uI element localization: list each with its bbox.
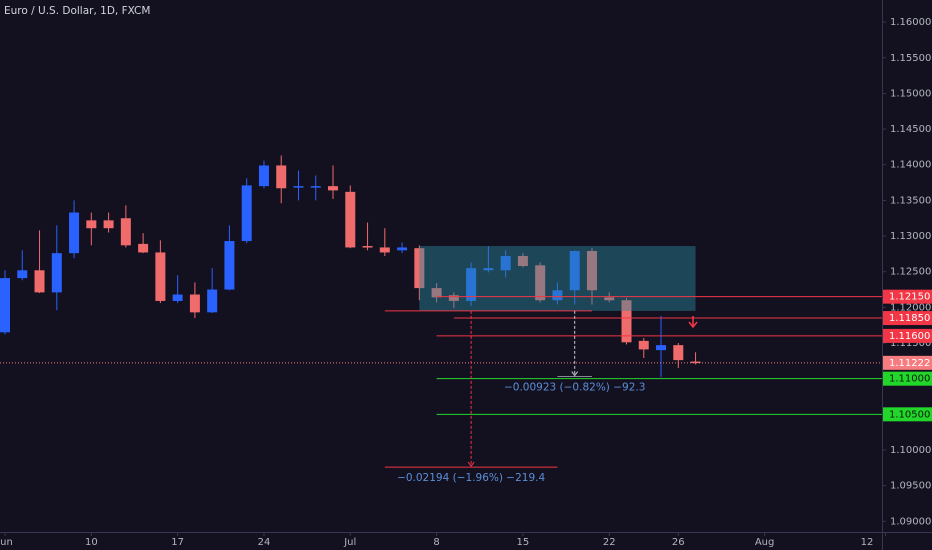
candle-body: [241, 185, 252, 242]
candle-body: [172, 294, 183, 301]
candle-body: [34, 270, 45, 293]
candle-body: [86, 220, 97, 229]
candle-body: [120, 218, 131, 246]
candle-body: [638, 340, 649, 350]
candle-body: [483, 268, 494, 271]
y-tick-label: 1.13000: [890, 231, 931, 242]
price-label: 1.11222: [889, 358, 930, 369]
candle-body: [69, 212, 80, 254]
measure-label: −0.02194 (−1.96%) −219.4: [397, 472, 545, 484]
y-tick-label: 1.13500: [890, 195, 931, 206]
candle-body: [586, 251, 597, 291]
price-label: 1.10500: [889, 409, 930, 420]
y-tick-label: 1.15500: [890, 53, 931, 64]
x-tick-label: 26: [672, 537, 685, 548]
candle-body: [207, 289, 218, 313]
candle-body: [51, 253, 62, 293]
candle-body: [328, 186, 339, 191]
candle-body: [690, 361, 701, 364]
candle-body: [673, 345, 684, 361]
candle-body: [431, 288, 442, 298]
measure-arrow-head: [467, 461, 475, 467]
candle-body: [258, 165, 269, 187]
price-label-box: [883, 355, 932, 370]
y-tick-label: 1.12000: [890, 302, 931, 313]
y-tick-label: 1.16000: [890, 17, 931, 28]
y-tick-label: 1.09500: [890, 481, 931, 492]
price-label: 1.11600: [889, 331, 930, 342]
x-tick-label: 12: [861, 537, 874, 548]
candle-body: [310, 186, 321, 188]
candle-body: [345, 191, 356, 248]
plot-area: −0.00923 (−0.82%) −92.3 −0.02194 (−1.96%)…: [0, 155, 882, 484]
x-tick-label: Jul: [343, 537, 356, 548]
x-tick-label: 8: [433, 537, 439, 548]
range-box: [419, 246, 696, 311]
y-tick-label: 1.14000: [890, 160, 931, 171]
candle-body: [621, 300, 632, 343]
x-tick-label: Jun: [0, 537, 13, 548]
price-label: 1.11000: [889, 374, 930, 385]
price-label-box: [883, 311, 932, 326]
candle-body: [189, 294, 200, 313]
y-tick-label: 1.09000: [890, 516, 931, 527]
x-tick-label: 24: [258, 537, 271, 548]
y-tick-label: 1.14500: [890, 124, 931, 135]
x-tick-label: 22: [603, 537, 616, 548]
x-tick-label: Aug: [755, 537, 775, 548]
candle-body: [517, 256, 528, 266]
x-tick-label: 17: [171, 537, 184, 548]
x-tick-label: 15: [517, 537, 530, 548]
candle-body: [17, 270, 28, 279]
candle-body: [0, 278, 11, 333]
candle-body: [293, 186, 304, 188]
candle-body: [552, 290, 563, 301]
price-label-box: [883, 289, 932, 304]
candle-body: [224, 241, 235, 290]
candle-body: [414, 248, 425, 289]
measure-label: −0.00923 (−0.82%) −92.3: [504, 382, 645, 394]
down-arrow-icon: [688, 316, 698, 329]
price-label-box: [883, 328, 932, 343]
candle-body: [379, 247, 390, 253]
measure-arrow-head: [571, 371, 579, 377]
candle-body: [276, 165, 287, 189]
y-tick-label: 1.12500: [890, 267, 931, 278]
candle-body: [397, 247, 408, 251]
price-label-box: [883, 407, 932, 422]
candle-body: [569, 251, 580, 291]
axes: 1.16000 1.15500 1.15000 1.14500 1.14000 1.135…: [0, 17, 932, 548]
candle-body: [155, 252, 166, 301]
candle-body: [466, 268, 477, 301]
y-tick-label: 1.10000: [890, 445, 931, 456]
candle-body: [656, 345, 667, 351]
y-tick-label: 1.11500: [890, 338, 931, 349]
candle-body: [138, 243, 149, 253]
candle-body: [448, 295, 459, 301]
candle-body: [500, 256, 511, 271]
y-tick-label: 1.15000: [890, 88, 931, 99]
price-label-box: [883, 371, 932, 386]
price-label: 1.12150: [889, 292, 930, 303]
candle-body: [535, 265, 546, 301]
price-label: 1.11850: [889, 313, 930, 324]
chart-title: Euro / U.S. Dollar, 1D, FXCM: [4, 5, 150, 17]
x-tick-label: 10: [85, 537, 98, 548]
candle-body: [103, 220, 114, 229]
candle-body: [604, 297, 615, 301]
candle-body: [362, 246, 373, 248]
